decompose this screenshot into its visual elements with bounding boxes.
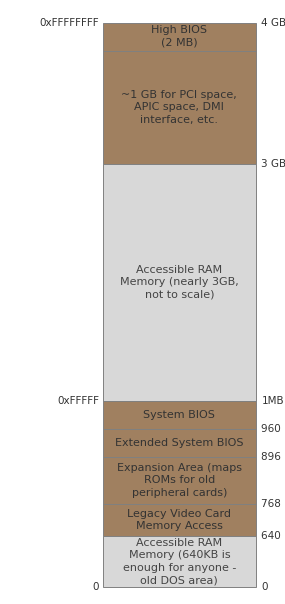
Text: 1MB: 1MB xyxy=(261,396,284,406)
Bar xyxy=(103,22,256,51)
Text: 768 KB: 768 KB xyxy=(261,498,285,509)
Bar xyxy=(103,164,256,401)
Text: 896 KB: 896 KB xyxy=(261,452,285,462)
Text: 960 KB: 960 KB xyxy=(261,424,285,434)
Text: Legacy Video Card
Memory Access: Legacy Video Card Memory Access xyxy=(127,509,231,531)
Bar xyxy=(103,51,256,164)
Bar xyxy=(103,536,256,587)
Text: 4 GB: 4 GB xyxy=(261,18,285,28)
Text: ~1 GB for PCI space,
APIC space, DMI
interface, etc.: ~1 GB for PCI space, APIC space, DMI int… xyxy=(121,90,237,124)
Text: Extended System BIOS: Extended System BIOS xyxy=(115,438,244,448)
Text: 0xFFFFFFFF: 0xFFFFFFFF xyxy=(40,18,99,28)
Bar xyxy=(103,504,256,536)
Text: High BIOS
(2 MB): High BIOS (2 MB) xyxy=(151,25,207,48)
Bar xyxy=(103,457,256,504)
Text: 0: 0 xyxy=(261,582,268,592)
Text: 640 KB: 640 KB xyxy=(261,532,285,541)
Bar xyxy=(103,401,256,429)
Text: Accessible RAM
Memory (nearly 3GB,
not to scale): Accessible RAM Memory (nearly 3GB, not t… xyxy=(120,265,239,300)
Text: 0: 0 xyxy=(93,582,99,592)
Text: Expansion Area (maps
ROMs for old
peripheral cards): Expansion Area (maps ROMs for old periph… xyxy=(117,463,242,498)
Text: 0xFFFFF: 0xFFFFF xyxy=(57,396,99,406)
Text: Accessible RAM
Memory (640KB is
enough for anyone -
old DOS area): Accessible RAM Memory (640KB is enough f… xyxy=(123,538,236,585)
Bar xyxy=(103,429,256,457)
Text: 3 GB: 3 GB xyxy=(261,159,285,169)
Text: System BIOS: System BIOS xyxy=(143,410,215,420)
